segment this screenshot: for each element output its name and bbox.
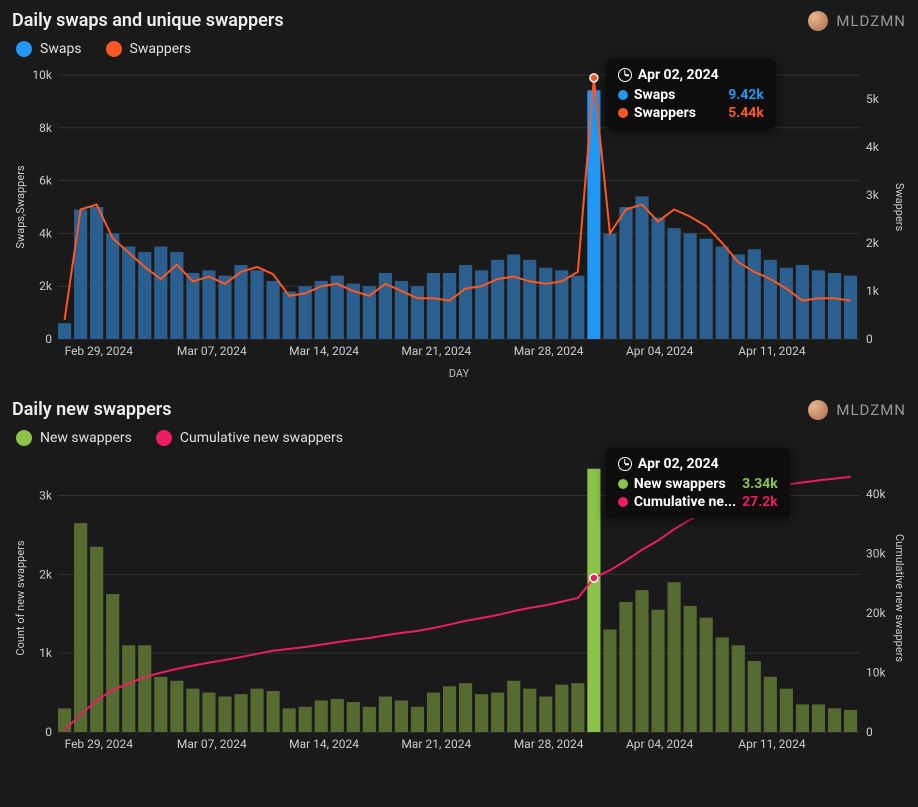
chart-area[interactable]: 0 1k 2k 3k 0 10k 20k 30k 40k Feb 29, 2024 Mar 07, … xyxy=(12,452,906,762)
tooltip-label: Cumulative ne... xyxy=(634,494,736,510)
svg-text:Apr 11, 2024: Apr 11, 2024 xyxy=(738,737,806,751)
svg-text:1k: 1k xyxy=(866,284,880,298)
svg-text:Mar 07, 2024: Mar 07, 2024 xyxy=(177,344,247,358)
panel-header: Daily swaps and unique swappers MLDZMN xyxy=(12,10,906,31)
tooltip-value: 27.2k xyxy=(742,494,778,510)
svg-text:0: 0 xyxy=(866,725,873,739)
svg-text:3k: 3k xyxy=(39,489,53,503)
author-name: MLDZMN xyxy=(836,401,906,419)
clock-icon xyxy=(618,457,632,471)
legend-label: Cumulative new swappers xyxy=(180,430,343,446)
legend-item[interactable]: Swaps xyxy=(16,41,82,57)
tooltip-value: 9.42k xyxy=(728,87,764,103)
svg-text:Cumulative new swappers: Cumulative new swappers xyxy=(893,534,906,662)
clock-icon xyxy=(618,68,632,82)
svg-text:4k: 4k xyxy=(866,140,880,154)
legend-label: New swappers xyxy=(40,430,132,446)
svg-text:Mar 07, 2024: Mar 07, 2024 xyxy=(177,737,247,751)
tooltip-label: Swaps xyxy=(634,87,675,103)
svg-text:Mar 21, 2024: Mar 21, 2024 xyxy=(401,737,471,751)
legend-item[interactable]: Swappers xyxy=(106,41,192,57)
panel-swaps: Daily swaps and unique swappers MLDZMN S… xyxy=(0,0,918,389)
avatar xyxy=(808,11,828,31)
svg-text:Swappers: Swappers xyxy=(893,183,906,232)
author-block[interactable]: MLDZMN xyxy=(808,11,906,31)
tooltip-label: New swappers xyxy=(634,476,726,492)
tooltip-value: 3.34k xyxy=(742,476,778,492)
svg-text:0: 0 xyxy=(866,332,873,346)
svg-text:Feb 29, 2024: Feb 29, 2024 xyxy=(65,737,134,751)
svg-text:10k: 10k xyxy=(32,68,52,82)
tooltip-date: Apr 02, 2024 xyxy=(638,456,719,472)
svg-text:0: 0 xyxy=(45,332,52,346)
svg-text:2k: 2k xyxy=(39,567,53,581)
legend-label: Swappers xyxy=(130,41,192,57)
avatar xyxy=(808,400,828,420)
author-name: MLDZMN xyxy=(836,12,906,30)
tooltip: Apr 02, 2024 Swaps 9.42k Swappers 5.44k xyxy=(606,59,776,129)
tooltip-date: Apr 02, 2024 xyxy=(638,67,719,83)
svg-text:3k: 3k xyxy=(866,188,880,202)
tooltip-label: Swappers xyxy=(634,105,696,121)
panel-title: Daily swaps and unique swappers xyxy=(12,10,284,31)
svg-text:10k: 10k xyxy=(866,665,886,679)
author-block[interactable]: MLDZMN xyxy=(808,400,906,420)
svg-text:Mar 14, 2024: Mar 14, 2024 xyxy=(289,737,359,751)
svg-text:40k: 40k xyxy=(866,487,886,501)
tooltip-value: 5.44k xyxy=(728,105,764,121)
panel-header: Daily new swappers MLDZMN xyxy=(12,399,906,420)
svg-text:6k: 6k xyxy=(39,174,53,188)
svg-text:Apr 04, 2024: Apr 04, 2024 xyxy=(626,737,694,751)
svg-text:Apr 04, 2024: Apr 04, 2024 xyxy=(626,344,694,358)
svg-text:Swaps,Swappers: Swaps,Swappers xyxy=(14,165,27,248)
svg-text:Feb 29, 2024: Feb 29, 2024 xyxy=(65,344,134,358)
chart-area[interactable]: 0 2k 4k 6k 8k 10k 0 1k 2k 3k 4k 5k Feb 29, 2024 Mar 0… xyxy=(12,63,906,383)
svg-text:20k: 20k xyxy=(866,606,886,620)
svg-text:Mar 14, 2024: Mar 14, 2024 xyxy=(289,344,359,358)
svg-text:8k: 8k xyxy=(39,121,53,135)
svg-text:Mar 21, 2024: Mar 21, 2024 xyxy=(401,344,471,358)
svg-text:Apr 11, 2024: Apr 11, 2024 xyxy=(738,344,806,358)
svg-text:DAY: DAY xyxy=(449,367,470,380)
svg-text:0: 0 xyxy=(45,725,52,739)
tooltip: Apr 02, 2024 New swappers 3.34k Cumulative … xyxy=(606,448,790,518)
panel-new-swappers: Daily new swappers MLDZMN New swappers Cu… xyxy=(0,389,918,768)
svg-text:Mar 28, 2024: Mar 28, 2024 xyxy=(514,344,584,358)
svg-text:Count of new swappers: Count of new swappers xyxy=(14,540,27,655)
svg-text:2k: 2k xyxy=(39,279,53,293)
svg-text:1k: 1k xyxy=(39,646,53,660)
svg-text:30k: 30k xyxy=(866,546,886,560)
legend-item[interactable]: New swappers xyxy=(16,430,132,446)
svg-text:4k: 4k xyxy=(39,226,53,240)
panel-title: Daily new swappers xyxy=(12,399,172,420)
legend-label: Swaps xyxy=(40,41,82,57)
svg-text:2k: 2k xyxy=(866,236,880,250)
svg-text:5k: 5k xyxy=(866,92,880,106)
svg-text:Mar 28, 2024: Mar 28, 2024 xyxy=(514,737,584,751)
legend-item[interactable]: Cumulative new swappers xyxy=(156,430,343,446)
